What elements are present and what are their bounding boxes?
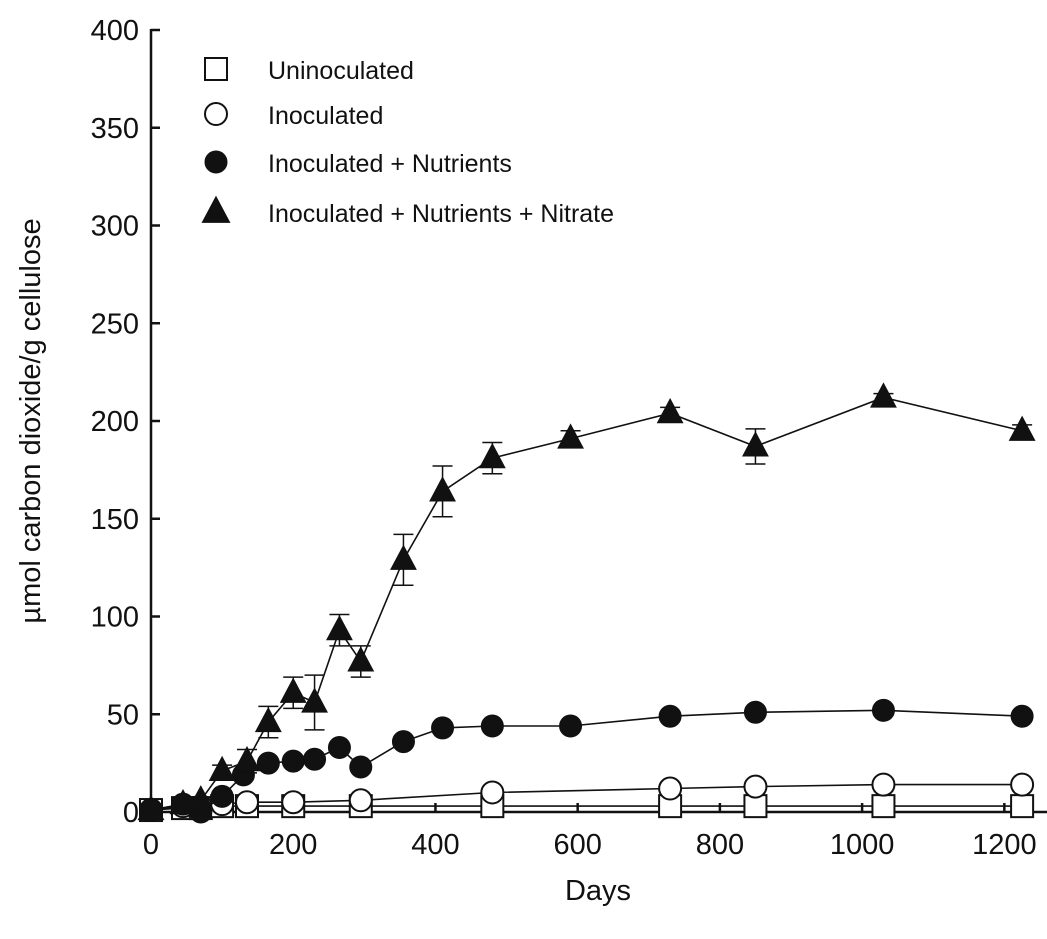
data-point-inoculated-nutrients-nitrate — [208, 755, 236, 782]
data-point-inoculated — [348, 788, 373, 813]
y-tick-label: 350 — [91, 113, 139, 145]
data-point-inoculated-nutrients — [327, 735, 351, 759]
legend-label-uninoculated: Uninoculated — [268, 57, 414, 85]
x-tick-label: 1000 — [830, 829, 895, 861]
data-point-inoculated — [281, 790, 306, 815]
y-tick-label: 100 — [91, 602, 139, 634]
legend-marker-uninoculated — [204, 57, 228, 81]
data-point-inoculated-nutrients-nitrate — [187, 785, 215, 811]
data-point-inoculated-nutrients — [256, 751, 280, 775]
data-point-inoculated-nutrients-nitrate — [347, 646, 375, 672]
data-point-inoculated-nutrients-nitrate — [301, 687, 328, 713]
x-tick-label: 0 — [143, 829, 159, 861]
x-tick-label: 1200 — [972, 829, 1037, 861]
data-point-inoculated — [658, 776, 683, 801]
legend-item-uninoculated: Uninoculated — [204, 57, 414, 85]
data-point-inoculated — [743, 774, 768, 799]
x-tick-label: 600 — [553, 829, 601, 861]
series-layer — [137, 382, 1036, 824]
y-tick-label: 300 — [91, 211, 139, 243]
y-tick-label: 0 — [123, 797, 139, 829]
y-axis-ticks: 0 50 100 150 200 250 300 350 400 — [91, 15, 160, 829]
data-point-inoculated-nutrients — [431, 716, 455, 740]
x-axis-title: Days — [565, 875, 631, 907]
data-point-inoculated — [1010, 772, 1035, 797]
y-tick-label: 250 — [91, 308, 139, 340]
x-axis-ticks: 0 200 400 600 800 1000 1200 — [143, 803, 1037, 861]
data-point-inoculated-nutrients — [871, 698, 895, 722]
data-point-inoculated-nutrients — [391, 730, 415, 754]
data-point-inoculated-nutrients — [559, 714, 583, 738]
data-point-inoculated-nutrients-nitrate — [870, 382, 897, 408]
data-point-uninoculated — [1010, 794, 1035, 819]
x-tick-label: 800 — [696, 829, 744, 861]
legend-item-inoculated: Inoculated — [204, 102, 383, 130]
legend-item-inoculated-nutrients-nitrate: Inoculated + Nutrients + Nitrate — [201, 195, 614, 228]
data-point-inoculated-nutrients — [281, 749, 305, 773]
data-point-inoculated-nutrients-nitrate — [254, 706, 282, 733]
data-point-inoculated-nutrients-nitrate — [279, 677, 307, 703]
data-point-inoculated-nutrients — [303, 747, 327, 771]
legend-marker-inoculated-nutrients — [204, 150, 228, 174]
data-point-inoculated-nutrients-nitrate — [656, 397, 684, 424]
data-point-inoculated-nutrients-nitrate — [429, 476, 456, 502]
legend-label-inoculated-nutrients-nitrate: Inoculated + Nutrients + Nitrate — [268, 200, 614, 228]
legend-label-inoculated-nutrients: Inoculated + Nutrients — [268, 150, 512, 178]
x-tick-label: 400 — [411, 829, 459, 861]
data-point-inoculated-nutrients — [743, 700, 767, 724]
data-point-inoculated-nutrients — [658, 704, 682, 728]
data-point-inoculated-nutrients-nitrate — [137, 794, 165, 821]
data-point-inoculated-nutrients-nitrate — [478, 442, 506, 469]
data-point-inoculated-nutrients-nitrate — [742, 431, 769, 457]
data-point-inoculated — [480, 780, 505, 805]
data-point-inoculated-nutrients-nitrate — [326, 614, 353, 641]
legend-label-inoculated: Inoculated — [268, 102, 383, 130]
data-point-inoculated — [871, 772, 896, 797]
data-point-uninoculated — [871, 794, 896, 819]
x-tick-label: 200 — [269, 829, 317, 861]
legend-marker-inoculated — [204, 102, 228, 126]
legend: Uninoculated Inoculated Inoculated + Nutri… — [201, 57, 614, 228]
series-inoculated-nutrients-nitrate — [137, 382, 1036, 821]
y-axis-title: µmol carbon dioxide/g cellulose — [15, 218, 47, 623]
series-uninoculated — [139, 794, 1035, 823]
legend-marker-inoculated-nutrients-nitrate — [201, 195, 231, 223]
series-line-inoculated-nutrients-nitrate — [150, 396, 1023, 811]
data-point-inoculated-nutrients-nitrate — [1008, 415, 1036, 441]
legend-item-inoculated-nutrients: Inoculated + Nutrients — [204, 150, 512, 178]
y-tick-label: 50 — [107, 699, 139, 731]
y-tick-label: 150 — [91, 504, 139, 536]
y-tick-label: 400 — [91, 15, 139, 47]
data-point-inoculated-nutrients — [349, 755, 373, 779]
y-tick-label: 200 — [91, 406, 139, 438]
data-point-inoculated-nutrients-nitrate — [233, 745, 261, 772]
series-inoculated — [139, 772, 1035, 823]
data-point-inoculated — [235, 790, 259, 815]
data-point-inoculated-nutrients — [480, 714, 504, 738]
data-point-inoculated-nutrients — [1010, 704, 1034, 728]
data-point-inoculated-nutrients-nitrate — [390, 544, 417, 570]
data-point-inoculated-nutrients — [210, 784, 234, 808]
data-point-inoculated-nutrients-nitrate — [557, 423, 584, 449]
